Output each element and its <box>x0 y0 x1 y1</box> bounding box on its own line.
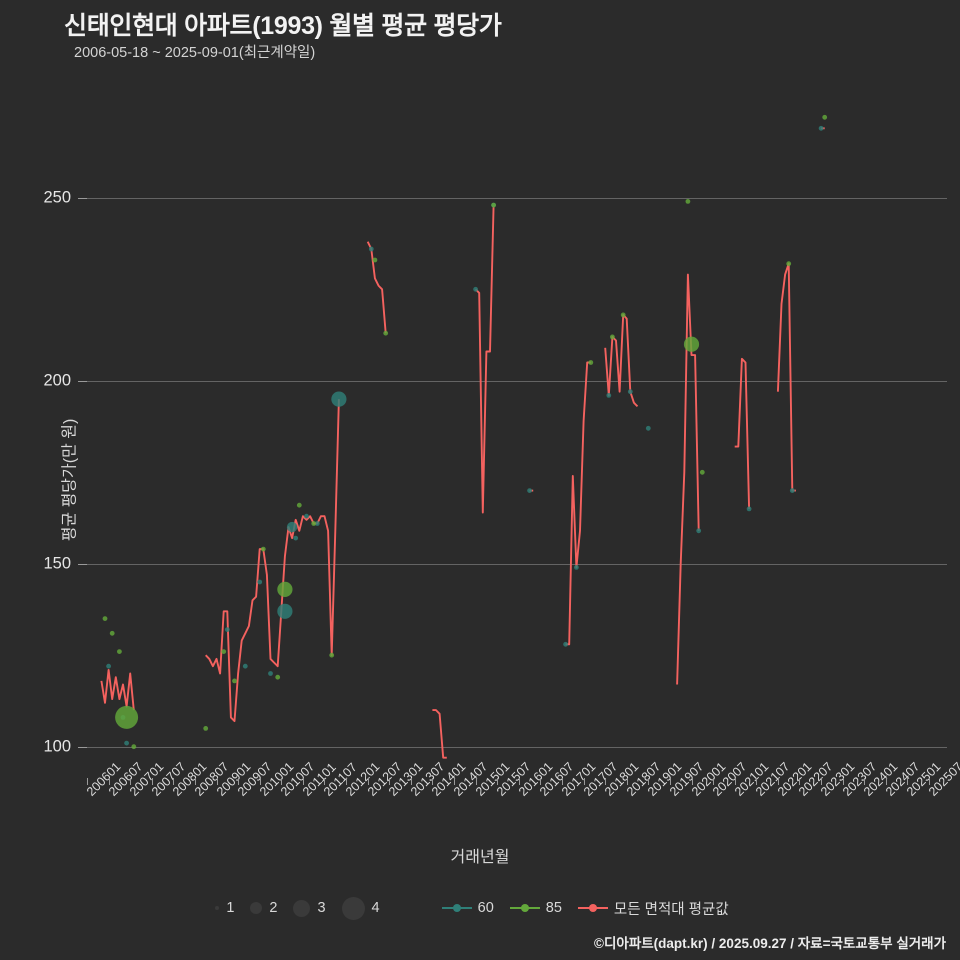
page-subtitle: 2006-05-18 ~ 2025-09-01(최근계약일) <box>74 45 316 61</box>
x-tick-mark <box>346 778 348 785</box>
x-tick-mark <box>432 778 434 785</box>
chart-legend: 1 2 3 4 60 85 모든 면적대 평균값 <box>0 893 960 923</box>
legend-size-dot-icon <box>250 902 263 914</box>
x-tick-mark <box>281 778 283 785</box>
legend-size-item[interactable]: 4 <box>341 896 380 920</box>
x-tick-mark <box>475 778 477 785</box>
page-title: 신태인현대 아파트(1993) 월별 평균 평당가 <box>64 12 502 40</box>
x-tick-mark <box>777 778 779 785</box>
x-tick-mark <box>929 778 930 785</box>
legend-line-swatch-icon <box>577 904 608 912</box>
legend-series-label: 85 <box>545 900 562 916</box>
x-tick-mark <box>864 778 866 785</box>
legend-size-label: 3 <box>317 900 326 916</box>
x-tick-mark <box>799 778 801 785</box>
x-tick-mark <box>454 778 456 785</box>
x-tick-mark <box>410 778 412 785</box>
x-tick-mark <box>216 778 218 785</box>
x-tick-mark <box>713 778 715 785</box>
legend-size-item[interactable]: 3 <box>293 899 326 917</box>
y-tick-label: 150 <box>43 554 71 573</box>
legend-size-dot-icon <box>293 899 311 917</box>
legend-size-item[interactable]: 2 <box>250 900 277 916</box>
legend-size-item[interactable]: 1 <box>215 900 234 916</box>
legend-series-item[interactable]: 모든 면적대 평균값 <box>577 898 729 919</box>
x-tick-mark <box>583 778 585 785</box>
legend-series-label: 모든 면적대 평균값 <box>613 901 729 918</box>
x-tick-mark <box>885 778 887 785</box>
x-tick-mark <box>259 778 261 785</box>
x-tick-mark <box>605 778 607 785</box>
y-tick-mark <box>78 746 87 748</box>
x-tick-mark <box>151 778 153 785</box>
x-tick-mark <box>561 778 563 785</box>
gridline-y <box>87 746 947 748</box>
y-tick-label: 250 <box>43 188 71 207</box>
legend-line-swatch-icon <box>509 904 540 912</box>
legend-size-dot-icon <box>341 896 365 920</box>
y-tick-mark <box>78 197 87 199</box>
y-tick-mark <box>78 563 87 565</box>
y-axis-title: 평균 평당가(만 원) <box>61 418 79 542</box>
legend-series-label: 60 <box>477 900 494 916</box>
x-axis-title: 거래년월 <box>450 849 510 866</box>
x-tick-mark <box>238 778 240 785</box>
x-tick-mark <box>130 778 132 785</box>
gridline-y <box>87 563 947 565</box>
gridline-y <box>87 380 947 382</box>
x-tick-mark <box>173 778 175 785</box>
x-tick-mark <box>821 778 823 785</box>
x-tick-mark <box>842 778 844 785</box>
x-tick-mark <box>734 778 736 785</box>
x-tick-mark <box>691 778 693 785</box>
legend-size-label: 1 <box>226 900 235 916</box>
gridline-y <box>87 197 947 199</box>
y-tick-mark <box>78 380 87 382</box>
x-tick-mark <box>302 778 304 785</box>
footer-credit: ©디아파트(dapt.kr) / 2025.09.27 / 자료=국토교통부 실… <box>594 936 946 951</box>
x-tick-mark <box>518 778 520 785</box>
legend-series-item[interactable]: 60 <box>441 900 494 916</box>
x-tick-mark <box>756 778 758 785</box>
plot-area <box>87 88 947 776</box>
x-tick-mark <box>497 778 499 785</box>
x-tick-mark <box>907 778 909 785</box>
y-tick-label: 200 <box>43 371 71 390</box>
x-tick-mark <box>87 778 88 785</box>
x-tick-mark <box>540 778 542 785</box>
x-tick-mark <box>194 778 196 785</box>
x-tick-mark <box>324 778 326 785</box>
x-tick-mark <box>626 778 628 785</box>
legend-size-label: 4 <box>371 900 380 916</box>
x-tick-mark <box>108 778 110 785</box>
legend-size-dot-icon <box>215 906 220 910</box>
legend-line-swatch-icon <box>441 904 472 912</box>
x-tick-mark <box>367 778 369 785</box>
legend-size-label: 2 <box>269 900 278 916</box>
x-tick-mark <box>648 778 650 785</box>
x-tick-mark <box>669 778 671 785</box>
x-tick-mark <box>389 778 391 785</box>
y-tick-label: 100 <box>43 737 71 756</box>
legend-series-item[interactable]: 85 <box>509 900 562 916</box>
